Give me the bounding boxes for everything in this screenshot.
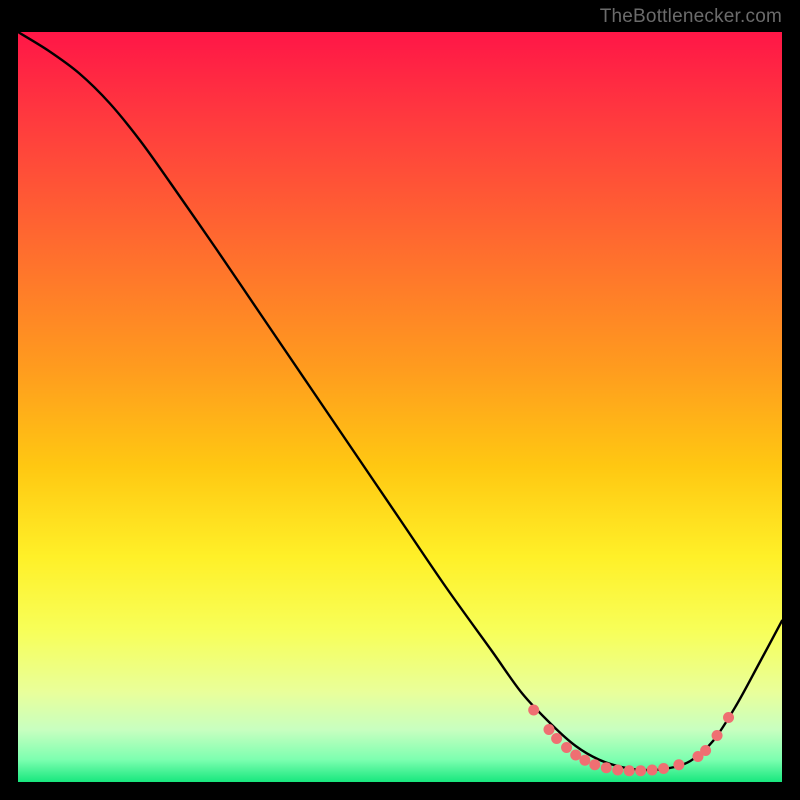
data-point-marker xyxy=(579,755,590,766)
data-point-marker xyxy=(551,733,562,744)
data-point-marker xyxy=(561,742,572,753)
data-point-marker xyxy=(601,762,612,773)
data-point-marker xyxy=(647,765,658,776)
chart-frame: TheBottlenecker.com xyxy=(0,0,800,800)
data-point-marker xyxy=(543,724,554,735)
chart-svg xyxy=(18,32,782,782)
data-point-marker xyxy=(612,765,623,776)
data-point-marker xyxy=(673,759,684,770)
data-point-marker xyxy=(624,765,635,776)
bottleneck-curve xyxy=(18,32,782,770)
data-point-marker xyxy=(635,765,646,776)
watermark-text: TheBottlenecker.com xyxy=(600,6,782,28)
data-point-marker xyxy=(712,730,723,741)
data-point-marker xyxy=(700,745,711,756)
data-point-marker xyxy=(589,759,600,770)
data-point-marker xyxy=(658,763,669,774)
chart-plot-area xyxy=(18,32,782,782)
data-point-marker xyxy=(528,705,539,716)
data-point-marker xyxy=(723,712,734,723)
